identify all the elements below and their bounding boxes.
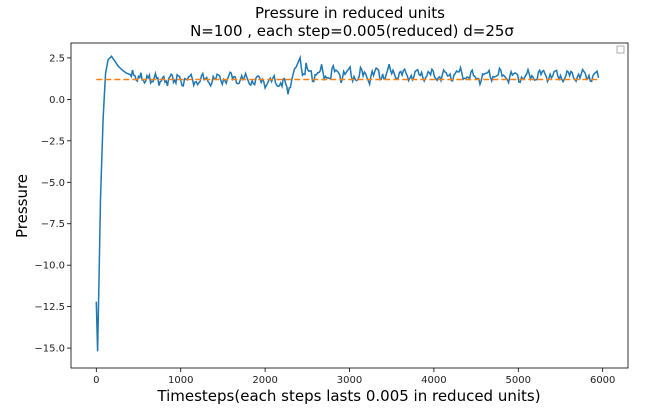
x-tick-label: 2000 [252, 375, 277, 386]
y-tick-label: −2.5 [41, 136, 65, 147]
legend-box [616, 45, 625, 54]
series-line-0 [95, 54, 600, 352]
plot-area: 0 1000 2000 3000 4000 5000 6000 2.5 0.0 −2.5 −5.0 −… [34, 42, 629, 386]
y-axis-label: Pressure [13, 174, 31, 238]
y-tick-label: −12.5 [34, 302, 65, 313]
x-tick-label: 4000 [421, 375, 446, 386]
x-tick-label: 0 [93, 375, 99, 386]
x-axis-label: Timesteps(each steps lasts 0.005 in redu… [156, 387, 540, 405]
y-tick-label: 2.5 [49, 53, 65, 64]
chart-subtitle: N=100 , each step=0.005(reduced) d=25σ [190, 22, 514, 40]
y-tick-label: −7.5 [41, 219, 65, 230]
y-tick-label: −10.0 [34, 261, 65, 272]
y-tick-label: −5.0 [41, 178, 65, 189]
y-tick-label: −15.0 [34, 344, 65, 355]
x-tick-label: 1000 [168, 375, 193, 386]
plot-frame [70, 42, 629, 369]
chart-title: Pressure in reduced units [255, 4, 445, 22]
y-tick-label: 0.0 [49, 95, 65, 106]
x-tick-label: 5000 [506, 375, 531, 386]
x-tick-label: 3000 [337, 375, 362, 386]
x-tick-label: 6000 [590, 375, 615, 386]
